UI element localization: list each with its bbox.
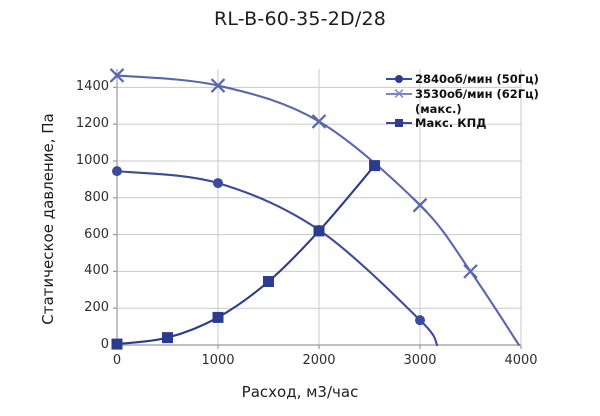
y-tick-label: 1200 [75,116,109,132]
gridlines [116,69,522,346]
legend-label: Макс. КПД [415,116,487,130]
circle-marker-icon [395,75,403,83]
legend-label: 2840об/мин (50Гц) [415,72,539,86]
axis-lines [113,69,522,349]
data-point-marker [369,160,381,172]
x-marker-stroke [109,68,125,83]
data-point-marker [212,311,224,323]
legend-item: ✕ 3530об/мин (62Гц) [386,85,539,103]
y-tick-label: 0 [100,337,109,352]
series-3 [111,160,381,350]
series-line [115,170,439,347]
legend-label-sub: (макс.) [415,102,462,116]
data-point-marker [210,78,226,93]
data-point-marker [109,68,125,83]
x-marker-icon: ✕ [386,85,412,103]
data-series-group [109,68,521,350]
data-point-marker [463,264,478,279]
y-tick-label: 200 [84,300,109,316]
x-marker-stroke [311,114,327,129]
series-2 [109,68,521,347]
circle-marker-icon [386,72,412,86]
x-marker-stroke [210,78,226,93]
y-tick-label: 1400 [75,79,109,95]
data-point-marker [415,315,425,326]
data-point-marker [162,332,173,344]
x-tick-label: 2000 [302,353,336,368]
x-axis-label: Расход, м3/час [241,383,359,401]
x-tick-label: 0 [112,353,122,368]
data-point-marker [412,197,428,213]
data-point-marker [311,114,327,129]
legend-line [386,93,412,95]
x-marker-stroke [463,264,478,279]
y-tick-label: 600 [84,226,109,242]
y-tick-label: 1000 [75,153,109,168]
square-marker-icon [386,116,412,130]
square-marker-icon [395,119,403,127]
data-point-marker [313,225,325,237]
x-marker-icon: ✕ [392,85,406,103]
data-point-marker [263,276,274,288]
x-tick-label: 3000 [403,353,437,368]
chart-legend: 2840об/мин (50Гц) ✕ 3530об/мин (62Гц) (макс… [386,72,539,131]
x-tick-label: 1000 [201,353,235,368]
y-tick-label: 800 [84,189,109,205]
x-marker-stroke [412,197,428,213]
chart-title: RL-B-60-35-2D/28 [213,8,387,30]
data-point-marker [111,338,123,350]
legend-label: 3530об/мин (62Гц) [415,87,539,101]
series-1 [112,166,439,347]
data-point-marker [112,166,122,177]
legend-item: Макс. КПД [386,116,539,130]
y-tick-label: 400 [84,263,109,279]
x-tick-label: 4000 [504,353,538,368]
legend-item: 2840об/мин (50Гц) [386,72,539,86]
data-point-marker [213,178,223,189]
